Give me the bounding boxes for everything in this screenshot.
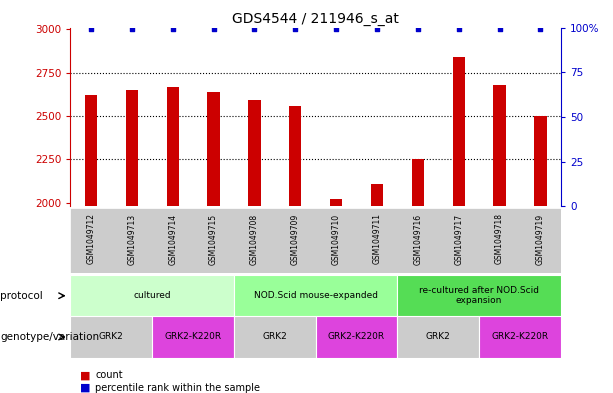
Point [331, 26, 341, 33]
Text: GRK2-K220R: GRK2-K220R [328, 332, 385, 342]
Text: percentile rank within the sample: percentile rank within the sample [95, 383, 260, 393]
Text: GSM1049718: GSM1049718 [495, 213, 504, 264]
Text: NOD.Scid mouse-expanded: NOD.Scid mouse-expanded [254, 291, 378, 300]
Text: GRK2: GRK2 [262, 332, 287, 342]
Bar [452, 57, 465, 206]
Point [168, 26, 178, 33]
Bar [316, 316, 397, 358]
Point [291, 26, 300, 33]
Text: GSM1049710: GSM1049710 [332, 213, 341, 264]
Text: protocol: protocol [0, 291, 43, 301]
Text: GRK2: GRK2 [99, 332, 124, 342]
Bar [397, 316, 479, 358]
Bar [70, 275, 234, 316]
Bar [330, 199, 342, 206]
Point [372, 26, 382, 33]
Point [249, 26, 259, 33]
Bar [85, 95, 97, 206]
Text: GRK2-K220R: GRK2-K220R [164, 332, 222, 342]
Text: GSM1049715: GSM1049715 [209, 213, 218, 264]
Point [536, 26, 546, 33]
Text: genotype/variation: genotype/variation [0, 332, 99, 342]
Bar [412, 160, 424, 206]
Text: GSM1049719: GSM1049719 [536, 213, 545, 264]
Text: GSM1049711: GSM1049711 [373, 213, 381, 264]
Point [495, 26, 504, 33]
Text: GSM1049712: GSM1049712 [86, 213, 96, 264]
Text: GSM1049716: GSM1049716 [413, 213, 422, 264]
Title: GDS4544 / 211946_s_at: GDS4544 / 211946_s_at [232, 13, 399, 26]
Bar [535, 116, 547, 206]
Point [86, 26, 96, 33]
Bar [493, 85, 506, 206]
Point [413, 26, 423, 33]
Text: ■: ■ [80, 370, 90, 380]
Bar [207, 92, 219, 206]
Bar [234, 275, 397, 316]
Bar [234, 316, 316, 358]
Text: count: count [95, 370, 123, 380]
Text: GSM1049717: GSM1049717 [454, 213, 463, 264]
Bar [479, 316, 561, 358]
Bar [152, 316, 234, 358]
Text: ■: ■ [80, 383, 90, 393]
Bar [371, 184, 383, 206]
Bar [248, 101, 261, 206]
Text: re-cultured after NOD.Scid
expansion: re-cultured after NOD.Scid expansion [419, 286, 539, 305]
Bar [70, 316, 152, 358]
Text: GSM1049708: GSM1049708 [250, 213, 259, 264]
Point [127, 26, 137, 33]
Point [454, 26, 463, 33]
Text: GRK2-K220R: GRK2-K220R [492, 332, 549, 342]
Text: cultured: cultured [134, 291, 171, 300]
Text: GSM1049713: GSM1049713 [128, 213, 136, 264]
Bar [397, 275, 561, 316]
Text: GSM1049709: GSM1049709 [291, 213, 300, 265]
Bar [126, 90, 138, 206]
Text: GRK2: GRK2 [426, 332, 451, 342]
Text: GSM1049714: GSM1049714 [168, 213, 177, 264]
Bar [289, 106, 302, 206]
Point [208, 26, 218, 33]
Bar [167, 86, 179, 206]
